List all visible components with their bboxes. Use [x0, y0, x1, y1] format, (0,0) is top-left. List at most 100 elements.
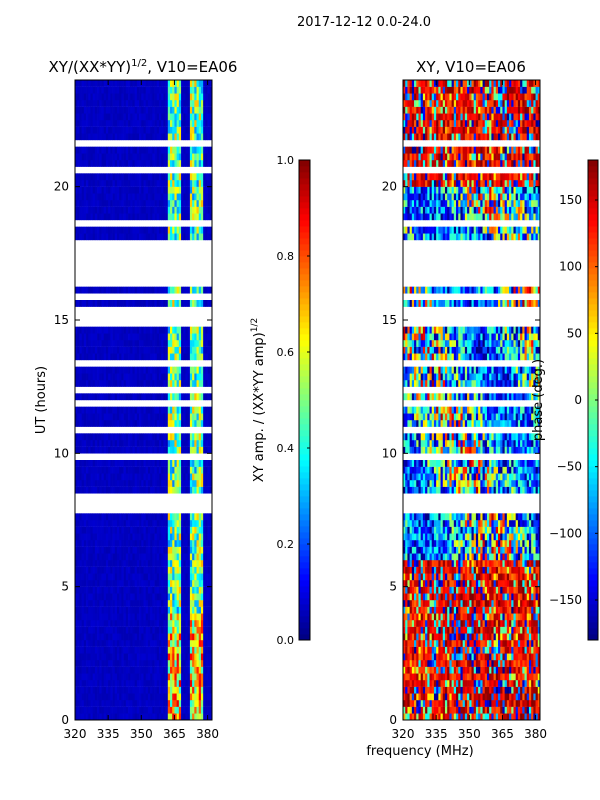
left-heatmap-cell — [183, 186, 186, 194]
left-heatmap-cell — [167, 413, 171, 421]
left-heatmap-cell — [94, 413, 98, 421]
left-heatmap-cell — [161, 206, 164, 214]
right-heatmap-cell — [409, 706, 413, 714]
left-heatmap-cell — [150, 433, 153, 441]
left-heatmap-cell — [77, 193, 80, 201]
left-heatmap-cell — [176, 160, 180, 167]
left-heatmap-cell — [83, 700, 87, 707]
right-heatmap-cell — [411, 706, 415, 714]
left-heatmap-cell — [158, 513, 162, 521]
left-heatmap-cell — [187, 100, 191, 107]
left-heatmap-cell — [79, 573, 82, 581]
left-heatmap-cell — [77, 713, 80, 721]
left-heatmap-cell — [101, 540, 105, 547]
right-heatmap-cell — [422, 706, 426, 714]
left-heatmap-cell — [145, 193, 149, 201]
left-heatmap-cell — [185, 413, 189, 421]
left-heatmap-cell — [88, 540, 91, 547]
left-heatmap-cell — [185, 433, 189, 441]
left-heatmap-cell — [88, 446, 91, 454]
left-heatmap-cell — [198, 560, 202, 567]
left-heatmap-cell — [139, 340, 142, 347]
left-heatmap-cell — [81, 466, 85, 474]
left-heatmap-cell — [123, 446, 127, 454]
left-heatmap-cell — [209, 713, 213, 721]
left-heatmap-cell — [75, 613, 78, 621]
left-heatmap-cell — [134, 580, 138, 587]
left-heatmap-cell — [158, 226, 162, 234]
left-heatmap-cell — [178, 413, 182, 421]
left-heatmap-cell — [114, 146, 118, 154]
left-heatmap-cell — [209, 440, 213, 447]
left-heatmap-cell — [145, 573, 149, 581]
left-heatmap-cell — [207, 620, 211, 627]
left-heatmap-cell — [161, 520, 164, 527]
left-heatmap-cell — [167, 226, 171, 234]
left-heatmap-cell — [158, 440, 162, 447]
left-heatmap-cell — [154, 460, 158, 467]
left-heatmap-cell — [189, 346, 193, 354]
left-heatmap-cell — [167, 566, 171, 574]
left-heatmap-cell — [196, 480, 200, 487]
left-heatmap-cell — [205, 106, 208, 114]
left-heatmap-cell — [156, 686, 160, 694]
right-heatmap-cell — [478, 693, 481, 701]
left-heatmap-cell — [165, 346, 169, 354]
left-heatmap-cell — [136, 613, 140, 621]
left-heatmap-cell — [165, 513, 169, 521]
left-heatmap-cell — [209, 133, 213, 141]
left-heatmap-cell — [79, 706, 82, 714]
left-heatmap-cell — [105, 626, 109, 634]
left-heatmap-cell — [170, 520, 173, 527]
left-heatmap-cell — [83, 666, 87, 674]
left-heatmap-cell — [134, 393, 138, 401]
left-heatmap-cell — [121, 513, 124, 521]
left-heatmap-cell — [209, 366, 213, 374]
left-heatmap-cell — [75, 126, 78, 134]
left-heatmap-cell — [121, 620, 124, 627]
left-heatmap-cell — [183, 346, 186, 354]
left-heatmap-cell — [121, 233, 124, 241]
left-heatmap-cell — [123, 93, 127, 101]
left-heatmap-cell — [161, 526, 164, 534]
left-heatmap-cell — [128, 206, 131, 214]
left-heatmap-cell — [79, 700, 82, 707]
left-heatmap-cell — [183, 100, 186, 107]
left-heatmap-cell — [185, 80, 189, 87]
left-heatmap-cell — [114, 100, 118, 107]
left-heatmap-cell — [200, 193, 204, 201]
left-heatmap-cell — [143, 226, 147, 234]
left-heatmap-cell — [145, 460, 149, 467]
left-heatmap-cell — [112, 100, 116, 107]
left-heatmap-cell — [205, 406, 208, 414]
left-heatmap-cell — [105, 473, 109, 481]
left-heatmap-cell — [139, 80, 142, 87]
left-heatmap-cell — [194, 120, 197, 127]
left-heatmap-cell — [196, 186, 200, 194]
left-heatmap-cell — [165, 693, 169, 701]
left-heatmap-cell — [108, 513, 111, 521]
left-heatmap-cell — [132, 366, 136, 374]
left-heatmap-cell — [136, 380, 140, 387]
left-heatmap-cell — [147, 233, 151, 241]
left-heatmap-cell — [77, 700, 80, 707]
left-heatmap-cell — [185, 526, 189, 534]
right-heatmap-cell — [433, 713, 437, 721]
left-heatmap-cell — [139, 660, 142, 667]
left-heatmap-cell — [200, 693, 204, 701]
left-heatmap-cell — [176, 480, 180, 487]
left-heatmap-cell — [125, 373, 129, 381]
left-heatmap-cell — [136, 526, 140, 534]
left-heatmap-cell — [88, 626, 91, 634]
left-heatmap-cell — [167, 153, 171, 161]
left-heatmap-cell — [101, 333, 105, 341]
left-heatmap-cell — [83, 466, 87, 474]
right-heatmap-cell — [537, 706, 541, 714]
left-heatmap-cell — [196, 126, 200, 134]
left-heatmap-cell — [130, 480, 133, 487]
left-heatmap-cell — [170, 633, 173, 641]
left-heatmap-cell — [75, 540, 78, 547]
left-heatmap-cell — [119, 193, 122, 201]
left-heatmap-cell — [125, 593, 129, 601]
